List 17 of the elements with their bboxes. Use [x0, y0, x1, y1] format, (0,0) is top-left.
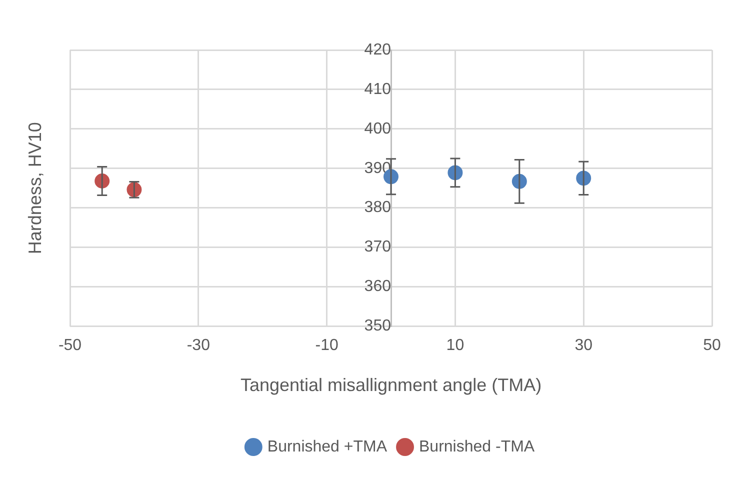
y-tick-label: 370 [364, 238, 392, 256]
y-tick-label: 410 [364, 80, 392, 98]
y-axis-title: Hardness, HV10 [24, 122, 45, 254]
y-tick-label: 400 [364, 120, 392, 138]
x-tick-label: 50 [703, 337, 721, 354]
y-tick-label: 350 [364, 318, 392, 335]
legend-label: Burnished +TMA [267, 438, 388, 456]
x-tick-label: -50 [58, 337, 82, 354]
y-tick-label: 360 [364, 278, 392, 296]
x-axis-title: Tangential misallignment angle (TMA) [240, 375, 542, 396]
y-tick-label: 380 [364, 199, 392, 216]
x-tick-label: -10 [315, 337, 338, 354]
x-tick-label: 10 [446, 337, 464, 354]
y-tick-label: 420 [364, 41, 392, 58]
x-tick-label: 30 [574, 337, 593, 354]
legend-label: Burnished -TMA [419, 438, 535, 456]
x-tick-label: -30 [186, 337, 210, 354]
